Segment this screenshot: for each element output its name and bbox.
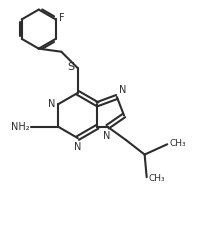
Text: NH₂: NH₂ bbox=[11, 122, 29, 132]
Text: N: N bbox=[102, 131, 110, 141]
Text: N: N bbox=[118, 85, 126, 95]
Text: N: N bbox=[74, 142, 81, 152]
Text: CH₃: CH₃ bbox=[169, 139, 185, 148]
Text: N: N bbox=[48, 99, 56, 109]
Text: CH₃: CH₃ bbox=[148, 174, 165, 183]
Text: S: S bbox=[67, 62, 74, 72]
Text: F: F bbox=[59, 13, 64, 23]
